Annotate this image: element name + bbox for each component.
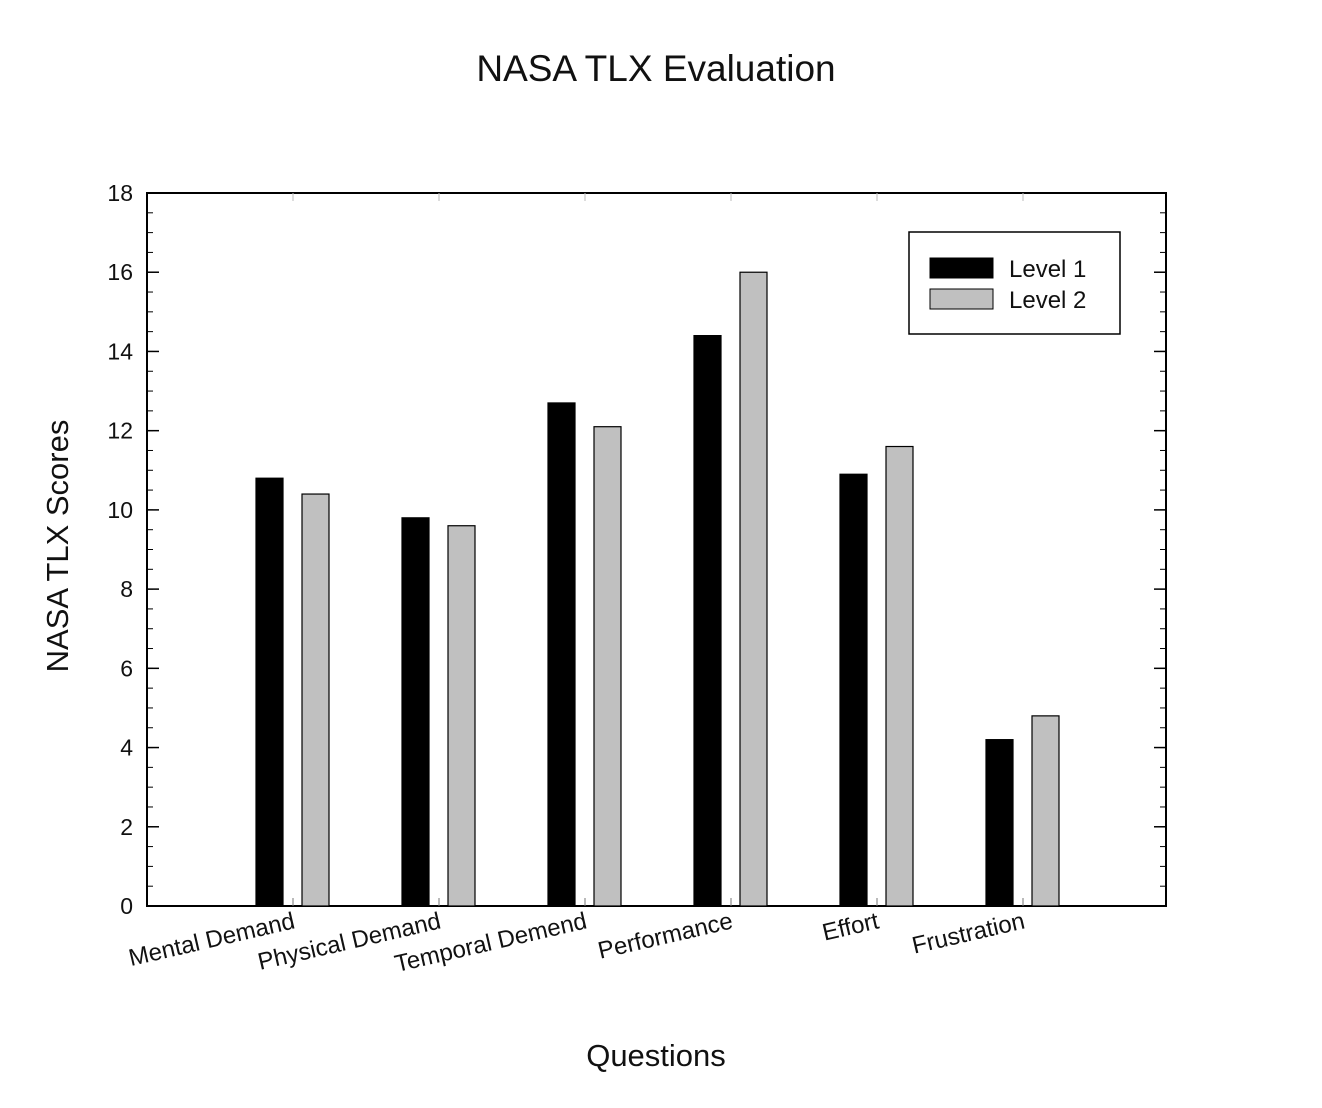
bar-level-2-temporal-demend xyxy=(593,426,622,907)
legend-swatch-level-2 xyxy=(929,288,994,310)
y-tick-label: 10 xyxy=(107,497,133,523)
bars xyxy=(255,271,1060,907)
bar-level-1-effort xyxy=(839,473,868,907)
bar-level-1-temporal-demend xyxy=(547,402,576,907)
x-category-label: Effort xyxy=(820,907,882,946)
bar-level-2-mental-demand xyxy=(301,493,330,907)
legend-label-level-2: Level 2 xyxy=(1009,287,1086,314)
x-axis-title: Questions xyxy=(586,1038,726,1073)
y-tick-label: 2 xyxy=(120,814,133,840)
legend-box xyxy=(908,231,1121,335)
legend-label-level-1: Level 1 xyxy=(1009,256,1086,283)
y-tick-label: 0 xyxy=(120,893,133,919)
chart-title: NASA TLX Evaluation xyxy=(476,48,835,89)
y-tick-label: 14 xyxy=(107,338,133,364)
y-tick-label: 4 xyxy=(120,735,133,761)
y-tick-label: 18 xyxy=(107,180,133,206)
bar-level-1-mental-demand xyxy=(255,477,284,907)
y-axis-title: NASA TLX Scores xyxy=(40,420,75,673)
bar-level-1-physical-demand xyxy=(401,517,430,907)
legend-swatch-level-1 xyxy=(929,257,994,279)
x-category-label: Frustration xyxy=(910,908,1028,960)
x-axis-ticks xyxy=(292,193,1024,906)
bar-level-2-physical-demand xyxy=(447,525,476,907)
y-tick-label: 8 xyxy=(120,576,133,602)
y-axis-ticks: 0 2 4 6 8 10 12 14 16 18 xyxy=(107,180,1166,919)
legend: Level 1 Level 2 xyxy=(908,231,1121,335)
x-category-label: Performance xyxy=(595,908,735,965)
y-tick-label: 12 xyxy=(107,418,133,444)
bar-level-2-frustration xyxy=(1031,715,1060,907)
y-tick-label: 6 xyxy=(120,655,133,681)
bar-level-2-performance xyxy=(739,271,768,907)
y-tick-label: 16 xyxy=(107,259,133,285)
bar-level-1-performance xyxy=(693,335,722,907)
bar-level-2-effort xyxy=(885,445,914,907)
bar-level-1-frustration xyxy=(985,739,1014,907)
